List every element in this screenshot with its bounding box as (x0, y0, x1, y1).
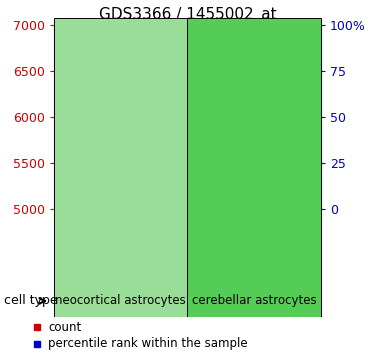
Bar (66, 72, 86, 209)
FancyBboxPatch shape (233, 210, 276, 284)
Title: GDS3366 / 1455002_at: GDS3366 / 1455002_at (99, 7, 276, 23)
FancyBboxPatch shape (55, 210, 98, 284)
Bar (111, 40, 131, 209)
Bar (289, 201, 309, 209)
FancyBboxPatch shape (99, 210, 142, 284)
Text: percentile rank within the sample: percentile rank within the sample (48, 337, 248, 350)
Bar (244, 141, 264, 209)
Text: GSM130362: GSM130362 (205, 215, 214, 279)
FancyBboxPatch shape (277, 210, 320, 284)
FancyBboxPatch shape (187, 18, 321, 336)
Text: GSM128874: GSM128874 (71, 215, 81, 279)
Text: GSM130361: GSM130361 (160, 215, 170, 279)
Bar (155, 92, 175, 209)
Text: GSM130340: GSM130340 (116, 215, 125, 279)
FancyBboxPatch shape (54, 18, 187, 336)
FancyBboxPatch shape (188, 210, 231, 284)
Text: count: count (48, 321, 82, 334)
Text: cerebellar astrocytes: cerebellar astrocytes (192, 295, 316, 307)
FancyBboxPatch shape (144, 210, 187, 284)
Bar (200, 28, 220, 209)
Text: cell type: cell type (4, 295, 58, 307)
Text: GSM130363: GSM130363 (249, 215, 259, 279)
Text: neocortical astrocytes: neocortical astrocytes (55, 295, 186, 307)
Text: GSM130364: GSM130364 (294, 215, 303, 279)
